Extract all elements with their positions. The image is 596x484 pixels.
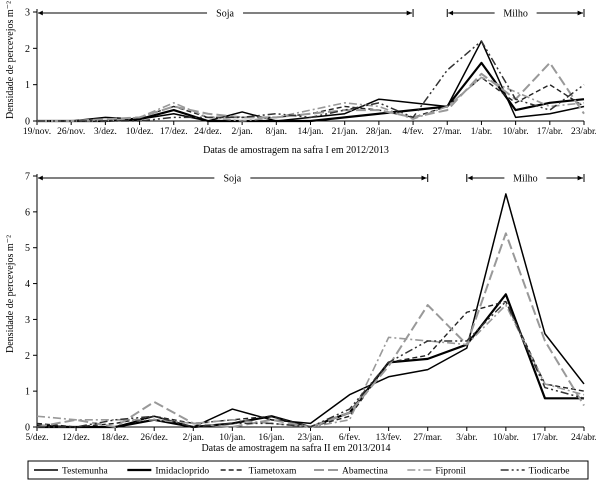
x-tick-label: 13/fev. bbox=[376, 432, 402, 443]
y-tick-label: 7 bbox=[25, 172, 30, 183]
x-tick-label: 10/abr. bbox=[503, 127, 529, 137]
legend-entry-imidacloprido: Imidacloprido bbox=[127, 467, 209, 477]
x-tick-label: 4/fev. bbox=[402, 126, 423, 137]
y-tick-label: 0 bbox=[25, 117, 30, 128]
x-tick-label: 27/mar. bbox=[413, 433, 442, 443]
legend-box bbox=[27, 460, 589, 480]
y-tick-label: 5 bbox=[25, 243, 30, 254]
legend-label: Testemunha bbox=[62, 467, 109, 477]
legend-entry-testemunha: Testemunha bbox=[34, 467, 109, 477]
x-tick-label: 2/jan. bbox=[231, 127, 252, 137]
x-tick-label: 24/dez. bbox=[194, 127, 222, 137]
legend-entry-tiametoxam: Tiametoxam bbox=[220, 467, 297, 477]
legend-label: Tiodicarbe bbox=[529, 467, 570, 477]
x-tick-label: 17/dez. bbox=[160, 127, 188, 137]
x-tick-label: 26/dez. bbox=[140, 433, 168, 443]
period-soja: Soja bbox=[36, 171, 429, 185]
period-label: Soja bbox=[216, 9, 234, 20]
series-line-tiodicarbe bbox=[37, 40, 585, 122]
x-tick-label: 10/jan. bbox=[219, 433, 245, 443]
period-label: Milho bbox=[503, 9, 527, 20]
series-line-imidacloprido bbox=[37, 293, 584, 429]
series-line-tiametoxam bbox=[36, 300, 585, 428]
y-tick-label: 1 bbox=[25, 387, 30, 398]
y-tick-label: 2 bbox=[25, 44, 30, 55]
legend-label: Fipronil bbox=[435, 467, 466, 477]
x-tick-label: 23/jan. bbox=[297, 433, 323, 443]
series-line-tiametoxam bbox=[37, 76, 585, 122]
y-tick-label: 6 bbox=[25, 207, 30, 218]
x-tick-label: 16/jan. bbox=[258, 433, 284, 443]
legend-entry-tiodicarbe: Tiodicarbe bbox=[500, 467, 570, 477]
series-line-abamectina bbox=[36, 232, 585, 428]
series-line-fipronil bbox=[37, 76, 585, 122]
x-tick-label: 23/abr. bbox=[571, 127, 596, 137]
legend-entry-fipronil: Fipronil bbox=[407, 467, 466, 477]
x-tick-label: 17/abr. bbox=[532, 433, 558, 443]
series-line-imidacloprido bbox=[37, 61, 585, 123]
period-label-bg bbox=[207, 6, 244, 18]
period-label-bg bbox=[214, 171, 251, 183]
x-tick-label: 21/jan. bbox=[332, 127, 358, 137]
period-label-bg bbox=[504, 171, 547, 183]
legend-label: Imidacloprido bbox=[155, 467, 209, 477]
legend-label: Abamectina bbox=[342, 467, 389, 477]
x-tick-label: 6/fev. bbox=[339, 432, 360, 443]
y-tick-label: 2 bbox=[25, 351, 30, 362]
x-tick-label: 17/abr. bbox=[537, 127, 563, 137]
period-milho: Milho bbox=[466, 171, 585, 185]
x-tick-label: 19/nov. bbox=[23, 127, 51, 137]
series-line-tiodicarbe bbox=[37, 300, 585, 428]
x-tick-label: 12/dez. bbox=[62, 433, 90, 443]
x-tick-label: 28/jan. bbox=[366, 127, 392, 137]
x-tick-label: 8/jan. bbox=[266, 127, 287, 137]
y-tick-label: 4 bbox=[25, 279, 30, 290]
x-axis-label: Datas de amostragem na safra II em 2013/… bbox=[201, 443, 390, 454]
x-tick-label: 18/dez. bbox=[101, 433, 129, 443]
y-tick-label: 3 bbox=[25, 8, 30, 19]
period-label-bg bbox=[494, 6, 537, 18]
x-tick-label: 3/abr. bbox=[456, 433, 477, 443]
legend: Testemunha Imidacloprido Tiametoxam Abamect… bbox=[27, 460, 589, 480]
x-tick-label: 10/abr. bbox=[493, 433, 519, 443]
x-tick-label: 10/dez. bbox=[126, 127, 154, 137]
period-soja: Soja bbox=[36, 6, 414, 20]
y-tick-label: 0 bbox=[25, 423, 30, 434]
period-label: Milho bbox=[513, 174, 537, 185]
legend-entry-abamectina: Abamectina bbox=[314, 467, 389, 477]
series-line-testemunha bbox=[37, 40, 585, 122]
chart-safra-1: Densidade de percevejos m⁻² Datas de amo… bbox=[5, 1, 596, 156]
x-tick-label: 1/abr. bbox=[471, 127, 492, 137]
y-tick-label: 1 bbox=[25, 80, 30, 91]
x-tick-label: 27/mar. bbox=[433, 127, 462, 137]
legend-label: Tiametoxam bbox=[249, 467, 297, 477]
series-line-testemunha bbox=[36, 193, 585, 428]
period-milho: Milho bbox=[446, 6, 585, 20]
chart-safra-2: Densidade de percevejos m⁻² Datas de amo… bbox=[5, 171, 596, 454]
y-tick-label: 3 bbox=[25, 315, 30, 326]
period-label: Soja bbox=[223, 174, 241, 185]
x-tick-label: 2/jan. bbox=[183, 433, 204, 443]
x-tick-label: 26/nov. bbox=[57, 127, 85, 137]
y-axis-label: Densidade de percevejos m⁻² bbox=[5, 1, 16, 119]
x-tick-label: 24/abr. bbox=[571, 433, 596, 443]
series-line-fipronil bbox=[36, 304, 585, 428]
x-tick-label: 3/dez. bbox=[94, 127, 117, 137]
x-axis-label: Datas de amostragem na safra I em 2012/2… bbox=[203, 145, 389, 156]
x-tick-label: 14/jan. bbox=[297, 127, 323, 137]
x-tick-label: 5/dez. bbox=[26, 433, 49, 443]
y-axis-label: Densidade de percevejos m⁻² bbox=[5, 235, 16, 353]
